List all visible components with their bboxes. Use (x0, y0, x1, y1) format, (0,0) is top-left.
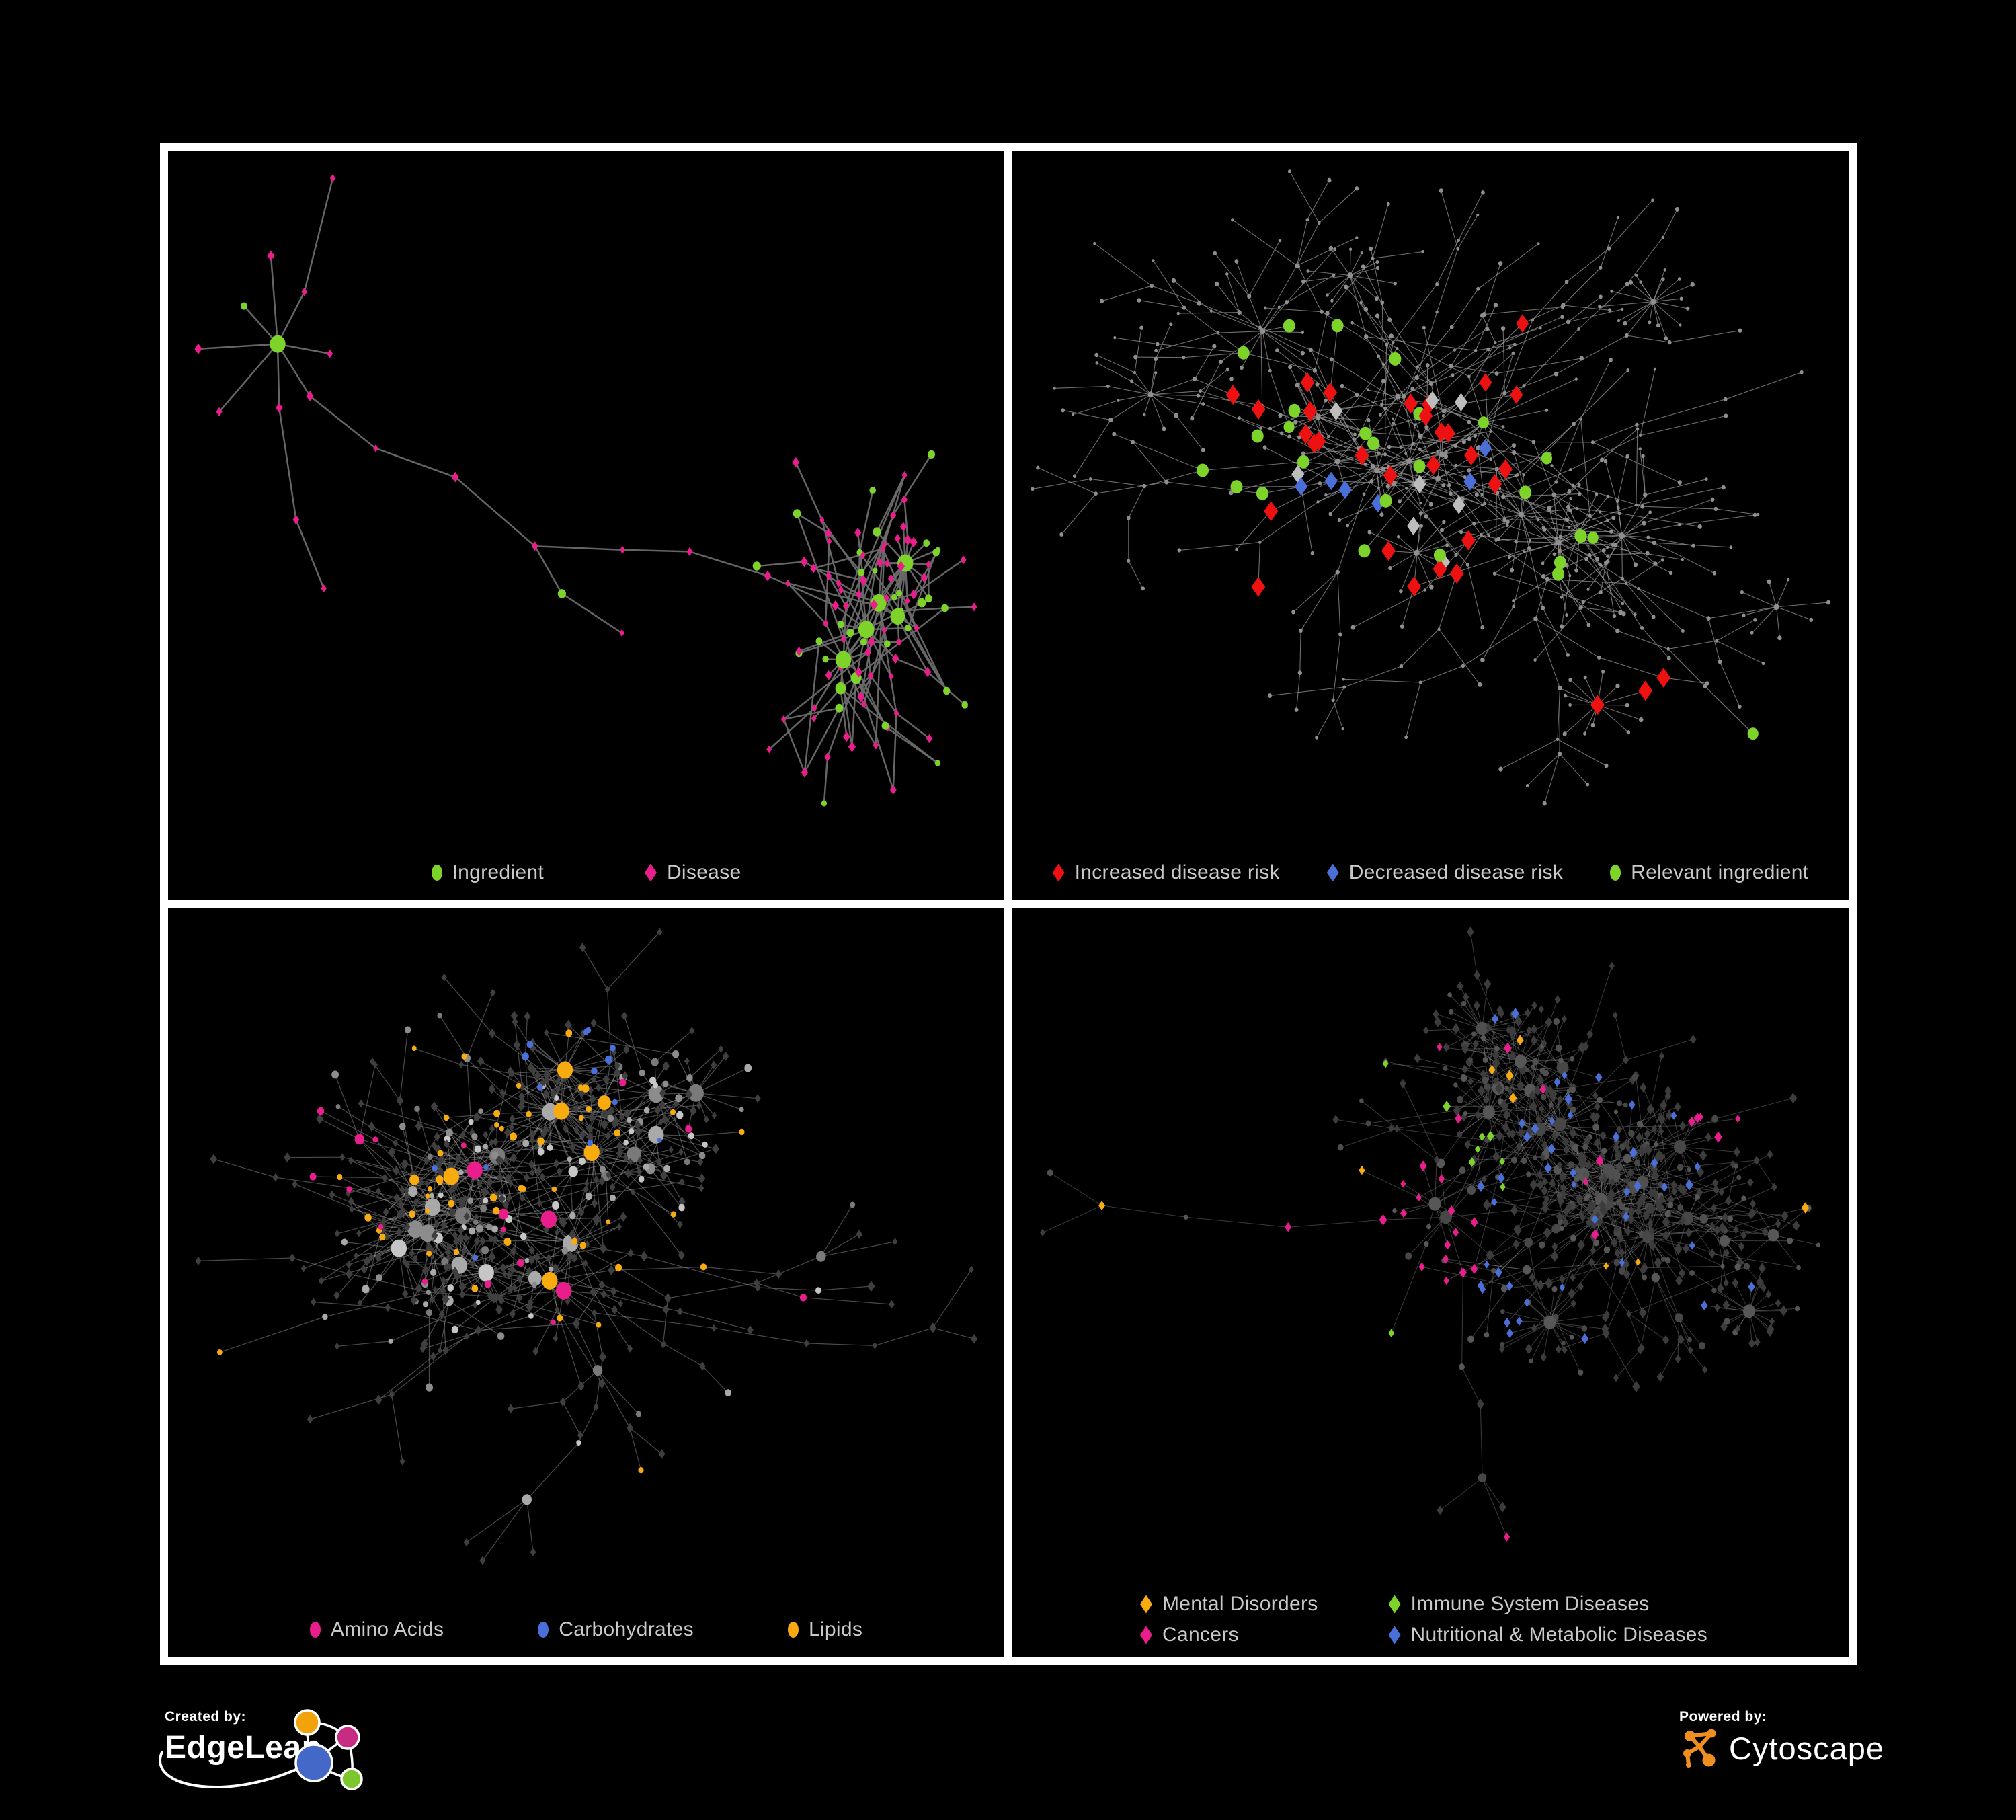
diamond-marker-icon (1140, 1595, 1152, 1614)
disease-class-legend: Mental Disorders Cancers Immune System Dis… (1140, 1589, 1707, 1651)
panel-disease-class-network: Mental Disorders Cancers Immune System Dis… (1012, 908, 1849, 1657)
legend-label: Lipids (808, 1618, 863, 1640)
diamond-marker-icon (1052, 863, 1065, 882)
legend-item: Decreased disease risk (1326, 861, 1564, 884)
legend-label: Mental Disorders (1162, 1593, 1318, 1615)
legend-item: Relevant ingredient (1610, 861, 1808, 884)
circle-marker-icon (538, 1622, 549, 1638)
cytoscape-credit: Powered by: (1679, 1709, 1921, 1790)
diamond-marker-icon (1388, 1626, 1401, 1645)
legend-item: Cancers (1140, 1624, 1318, 1647)
legend-item: Increased disease risk (1052, 861, 1280, 884)
disease-risk-network-graph (1031, 169, 1831, 806)
created-by-label: Created by: (165, 1709, 247, 1725)
diamond-marker-icon (1388, 1595, 1401, 1614)
nutrient-class-legend: Amino Acids Carbohydrates Lipids (168, 1618, 1004, 1641)
circle-marker-icon (431, 865, 442, 881)
legend-label: Amino Acids (330, 1618, 444, 1640)
circle-marker-icon (309, 1622, 321, 1638)
powered-by-label: Powered by: (1679, 1709, 1767, 1725)
panel-nutrient-class-network: Amino Acids Carbohydrates Lipids (168, 908, 1004, 1657)
legend-item: Carbohydrates (538, 1618, 694, 1641)
diamond-marker-icon (1326, 863, 1339, 882)
legend-label: Immune System Diseases (1410, 1593, 1650, 1615)
cytoscape-logo-icon (1683, 1729, 1716, 1768)
panel-disease-risk-network: Increased disease risk Decreased disease … (1012, 151, 1849, 900)
legend-item: Mental Disorders (1140, 1593, 1318, 1616)
legend-item: Disease (644, 861, 741, 884)
legend-label: Increased disease risk (1074, 861, 1280, 883)
edgeleap-credit: Created by: EdgeLeap (159, 1709, 474, 1820)
ingredient-disease-legend: Ingredient Disease (168, 861, 1004, 884)
disease-risk-legend: Increased disease risk Decreased disease … (1012, 861, 1849, 884)
circle-marker-icon (1610, 865, 1621, 881)
legend-label: Ingredient (452, 861, 544, 883)
legend-item: Lipids (787, 1618, 863, 1641)
panel-ingredient-disease-network: Ingredient Disease (168, 151, 1004, 900)
edgeleap-swoosh (159, 1751, 317, 1788)
nutrient-class-network-graph (195, 928, 978, 1565)
legend-label: Nutritional & Metabolic Diseases (1410, 1624, 1707, 1646)
legend-item: Amino Acids (309, 1618, 444, 1641)
cytoscape-wordmark: Cytoscape (1729, 1730, 1885, 1766)
legend-item: Immune System Diseases (1388, 1593, 1707, 1616)
legend-item: Ingredient (431, 861, 544, 884)
legend-label: Disease (666, 861, 741, 883)
legend-label: Decreased disease risk (1348, 861, 1564, 883)
edgeleap-logo-icon (294, 1709, 363, 1790)
legend-label: Relevant ingredient (1631, 861, 1809, 883)
legend-label: Cancers (1162, 1624, 1239, 1646)
diamond-marker-icon (1140, 1626, 1152, 1645)
circle-marker-icon (787, 1622, 799, 1638)
diamond-marker-icon (644, 863, 657, 882)
disease-class-network-graph (1040, 926, 1821, 1542)
legend-item: Nutritional & Metabolic Diseases (1388, 1624, 1707, 1647)
ingredient-disease-network-graph (194, 174, 977, 807)
quad-panel-frame: Ingredient Disease Increased disease risk… (160, 143, 1857, 1665)
legend-label: Carbohydrates (559, 1618, 694, 1640)
